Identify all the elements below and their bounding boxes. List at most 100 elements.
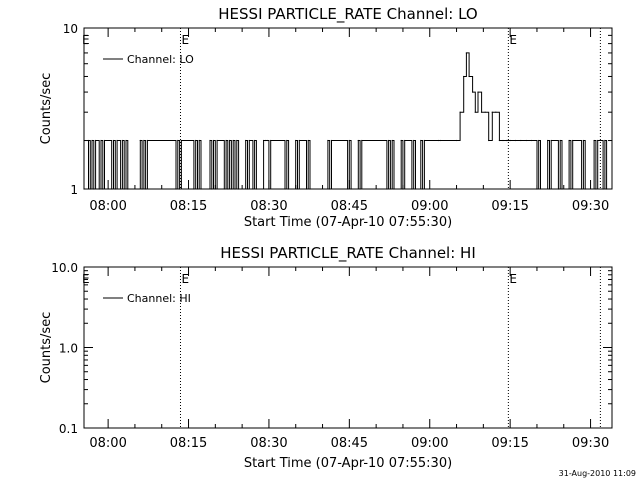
data-point [214, 188, 216, 190]
data-point [121, 139, 124, 142]
data-point [195, 139, 197, 142]
data-point [103, 139, 106, 142]
data-point [254, 139, 256, 142]
data-point [284, 188, 286, 190]
data-point [357, 139, 359, 142]
data-point [120, 188, 122, 190]
data-point [536, 188, 538, 190]
legend-entry: Channel: LO [127, 53, 194, 66]
data-point [593, 139, 595, 142]
data-point [559, 139, 561, 142]
x-tick-label: 09:00 [411, 199, 448, 214]
data-point [477, 91, 479, 93]
x-tick-label: 08:45 [331, 436, 368, 451]
data-point [227, 188, 229, 190]
data-point [287, 188, 290, 190]
chart-title: HESSI PARTICLE_RATE Channel: HI [220, 244, 476, 263]
data-point [597, 139, 599, 142]
y-tick-label: 1.0 [59, 342, 78, 356]
data-point [389, 188, 392, 190]
data-point [581, 188, 583, 190]
data-point [495, 111, 497, 113]
data-point [463, 75, 465, 78]
data-point [361, 139, 363, 142]
data-point [393, 188, 395, 190]
data-point [211, 188, 213, 190]
data-point [237, 188, 240, 190]
data-point [295, 139, 297, 142]
data-point [402, 188, 404, 190]
data-point [270, 139, 272, 142]
event-marker-label-edge: E [82, 33, 90, 47]
data-point [145, 188, 147, 190]
data-point [266, 139, 268, 142]
data-point [420, 139, 422, 142]
y-axis-label: Counts/sec [39, 312, 54, 384]
chart-title: HESSI PARTICLE_RATE Channel: LO [218, 5, 477, 24]
data-point [248, 139, 250, 142]
data-point [547, 139, 549, 142]
data-point [472, 91, 474, 93]
footer-timestamp-label: 31-Aug-2010 11:09 [559, 469, 636, 478]
legend-entry: Channel: HI [127, 292, 191, 305]
data-point [455, 139, 458, 142]
series-line-Channel: LO [84, 52, 613, 190]
x-tick-label: 08:00 [89, 436, 126, 451]
y-tick-label: 10 [63, 22, 78, 36]
data-point [350, 188, 352, 190]
data-point [286, 139, 288, 142]
data-point [264, 139, 266, 142]
x-tick-label: 08:30 [250, 436, 287, 451]
data-point [488, 139, 490, 142]
data-point [83, 188, 85, 190]
x-tick-label: 09:00 [411, 436, 448, 451]
data-point [570, 188, 572, 190]
data-point [411, 188, 413, 190]
data-point [112, 139, 115, 142]
data-point [557, 188, 559, 190]
data-point [606, 188, 608, 190]
data-point [298, 139, 300, 142]
data-point [439, 139, 442, 142]
data-point [307, 139, 309, 142]
data-point [252, 188, 254, 190]
data-point [414, 188, 417, 190]
data-point [91, 139, 93, 142]
data-point [474, 111, 476, 113]
x-tick-label: 08:15 [170, 436, 207, 451]
data-point [175, 188, 177, 190]
data-point [539, 188, 542, 190]
data-point [177, 139, 179, 142]
event-marker-label: E [181, 33, 189, 47]
data-point [223, 188, 225, 190]
x-tick-label: 09:30 [572, 436, 609, 451]
x-tick-label: 08:30 [250, 199, 287, 214]
data-point [305, 188, 308, 190]
data-point [525, 139, 527, 142]
data-point [143, 139, 145, 142]
data-point [146, 139, 149, 142]
data-point [98, 188, 100, 190]
data-point [550, 139, 552, 142]
data-point [262, 139, 265, 142]
data-point [141, 188, 143, 190]
data-point [196, 188, 199, 190]
data-point [327, 139, 329, 142]
data-point [236, 139, 238, 142]
x-tick-label: 08:15 [170, 199, 207, 214]
data-point [116, 139, 118, 142]
plot-panel-lo: HESSI PARTICLE_RATE Channel: LO 08:00 08:1… [39, 5, 613, 230]
data-point [95, 139, 97, 142]
data-point [296, 188, 299, 190]
data-point [93, 188, 95, 190]
event-marker-label: E [509, 272, 517, 286]
data-point [230, 188, 233, 190]
data-point [530, 139, 533, 142]
x-axis-label: Start Time (07-Apr-10 07:55:30) [244, 456, 452, 471]
event-marker-label-edge: E [82, 272, 90, 286]
x-tick-label: 08:00 [89, 199, 126, 214]
data-point [225, 139, 227, 142]
data-point [193, 188, 195, 190]
data-point [520, 139, 522, 142]
